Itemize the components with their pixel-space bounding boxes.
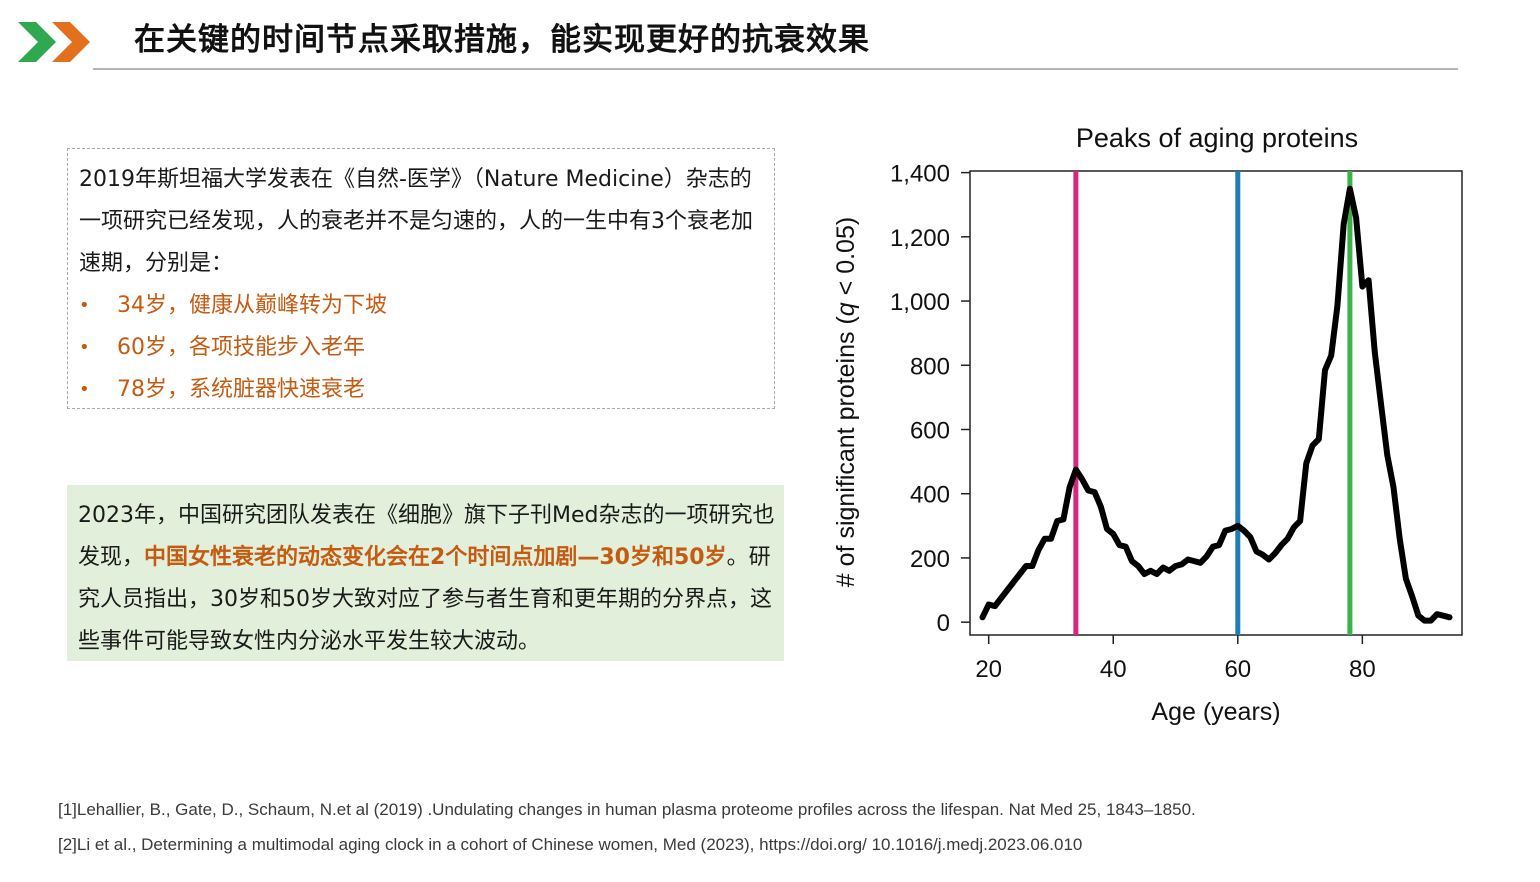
aging-period-item: 78岁，系统脏器快速衰老 [79, 369, 764, 411]
stanford-study-box: 2019年斯坦福大学发表在《自然-医学》（Nature Medicine）杂志的… [67, 148, 775, 411]
x-axis-label: Age (years) [1151, 698, 1280, 726]
x-tick-label: 60 [1224, 656, 1251, 683]
aging-proteins-chart: Peaks of aging proteins 0 200 400 600 800 1,0… [832, 123, 1463, 726]
reference-2: [2]Li et al., Determining a multimodal a… [58, 835, 1083, 854]
y-axis-label: # of significant proteins (q < 0.05) [832, 217, 860, 587]
protein-count-line [979, 185, 1453, 624]
y-tick-label: 1,000 [890, 289, 950, 316]
aging-peak-lines [1073, 171, 1353, 635]
y-tick-label: 400 [910, 482, 950, 509]
aging-period-item: 60岁，各项技能步入老年 [79, 327, 764, 369]
title-divider [93, 68, 1458, 70]
chinese-study-highlight: 中国女性衰老的动态变化会在2个时间点加剧—30岁和50岁 [144, 545, 727, 570]
y-tick-label: 1,200 [890, 225, 950, 252]
chinese-study-conclusion: 。研究人员指出，30岁和50岁大致对应了参与者生育和更年期的分界点，这些事件可能… [78, 545, 772, 654]
y-axis-label-suffix: < 0.05) [832, 217, 860, 302]
page-title: 在关键的时间节点采取措施，能实现更好的抗衰效果 [134, 22, 870, 58]
y-axis-label-q: q [832, 302, 860, 316]
chinese-study-intro: 2023年，中国研究团队发表在《细胞》旗下子刊Med杂志的一项研究也发现， [78, 503, 775, 570]
aging-period-item: 34岁，健康从巅峰转为下坡 [79, 285, 764, 327]
y-tick-label: 1,400 [890, 161, 950, 188]
y-tick-label: 600 [910, 417, 950, 444]
axis-ticks: 0 200 400 600 800 1,000 1,200 1,400 20 40 60 80 [890, 161, 1376, 683]
x-tick-label: 40 [1100, 656, 1127, 683]
chinese-study-text: 2023年，中国研究团队发表在《细胞》旗下子刊Med杂志的一项研究也发现，中国女… [78, 495, 776, 663]
aging-periods-list: 34岁，健康从巅峰转为下坡 60岁，各项技能步入老年 78岁，系统脏器快速衰老 [79, 285, 764, 411]
y-axis-label-prefix: # of significant proteins ( [832, 316, 860, 588]
x-tick-label: 20 [975, 656, 1002, 683]
stanford-study-text: 2019年斯坦福大学发表在《自然-医学》（Nature Medicine）杂志的… [79, 167, 753, 276]
y-tick-label: 800 [910, 353, 950, 380]
chinese-study-box: 2023年，中国研究团队发表在《细胞》旗下子刊Med杂志的一项研究也发现，中国女… [67, 485, 784, 661]
plot-frame [969, 170, 1463, 636]
protein-curve-group [979, 185, 1453, 624]
reference-1: [1]Lehallier, B., Gate, D., Schaum, N.et… [58, 800, 1196, 819]
x-tick-label: 80 [1349, 656, 1376, 683]
chevron-logo-icon [18, 22, 90, 62]
green-chevron-icon [18, 22, 56, 62]
y-tick-label: 200 [910, 546, 950, 573]
chart-title: Peaks of aging proteins [1076, 123, 1358, 153]
y-tick-label: 0 [937, 610, 950, 637]
orange-chevron-icon [52, 22, 90, 62]
